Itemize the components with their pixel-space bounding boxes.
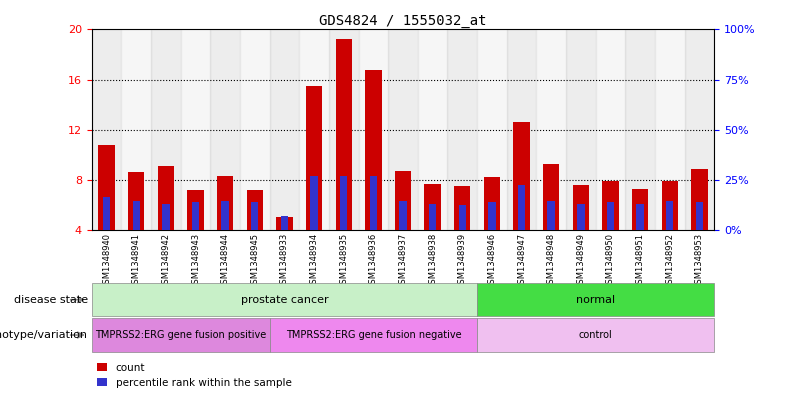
Bar — [365, 70, 381, 230]
Text: genotype/variation: genotype/variation — [0, 330, 88, 340]
Bar — [92, 29, 121, 230]
Bar — [543, 163, 559, 230]
Bar — [477, 283, 714, 316]
Bar — [577, 204, 584, 230]
Bar — [566, 29, 595, 230]
Bar — [573, 185, 589, 230]
Text: TMPRSS2:ERG gene fusion positive: TMPRSS2:ERG gene fusion positive — [95, 330, 267, 340]
Bar — [121, 29, 151, 230]
Bar — [448, 29, 477, 230]
Text: GDS4824 / 1555032_at: GDS4824 / 1555032_at — [319, 14, 487, 28]
Bar — [270, 318, 477, 352]
Bar — [547, 201, 555, 230]
Bar — [211, 29, 240, 230]
Bar — [340, 176, 347, 230]
Bar — [310, 176, 318, 230]
Bar — [192, 202, 200, 230]
Bar — [132, 201, 140, 230]
Bar — [666, 201, 674, 230]
Bar — [188, 190, 203, 230]
Bar — [276, 217, 293, 230]
Bar — [429, 204, 437, 230]
Bar — [270, 29, 299, 230]
Bar — [507, 29, 536, 230]
Bar — [454, 186, 471, 230]
Text: control: control — [579, 330, 613, 340]
Bar — [103, 197, 110, 230]
Bar — [358, 29, 388, 230]
Bar — [162, 204, 170, 230]
Bar — [180, 29, 211, 230]
Bar — [484, 177, 500, 230]
Bar — [251, 202, 259, 230]
Bar — [477, 29, 507, 230]
Bar — [369, 176, 377, 230]
Bar — [158, 166, 174, 230]
Bar — [691, 169, 708, 230]
Bar — [632, 189, 648, 230]
Bar — [388, 29, 418, 230]
Bar — [92, 318, 270, 352]
Bar — [536, 29, 566, 230]
Legend: count, percentile rank within the sample: count, percentile rank within the sample — [97, 363, 291, 388]
Bar — [335, 39, 352, 230]
Bar — [662, 181, 678, 230]
Bar — [655, 29, 685, 230]
Bar — [477, 318, 714, 352]
Text: prostate cancer: prostate cancer — [241, 295, 328, 305]
Text: TMPRSS2:ERG gene fusion negative: TMPRSS2:ERG gene fusion negative — [286, 330, 461, 340]
Bar — [306, 86, 322, 230]
Bar — [399, 201, 407, 230]
Bar — [395, 171, 411, 230]
Bar — [513, 122, 530, 230]
Bar — [247, 190, 263, 230]
Bar — [602, 181, 618, 230]
Bar — [240, 29, 270, 230]
Bar — [459, 205, 466, 230]
Bar — [128, 172, 144, 230]
Bar — [217, 176, 233, 230]
Bar — [595, 29, 626, 230]
Bar — [92, 283, 477, 316]
Bar — [696, 202, 703, 230]
Bar — [281, 216, 288, 230]
Bar — [626, 29, 655, 230]
Bar — [425, 184, 440, 230]
Text: disease state: disease state — [14, 295, 88, 305]
Bar — [518, 185, 525, 230]
Bar — [488, 202, 496, 230]
Bar — [418, 29, 448, 230]
Bar — [299, 29, 329, 230]
Bar — [98, 145, 115, 230]
Bar — [329, 29, 358, 230]
Bar — [606, 202, 614, 230]
Bar — [685, 29, 714, 230]
Bar — [151, 29, 180, 230]
Text: normal: normal — [576, 295, 615, 305]
Bar — [221, 201, 229, 230]
Bar — [637, 204, 644, 230]
